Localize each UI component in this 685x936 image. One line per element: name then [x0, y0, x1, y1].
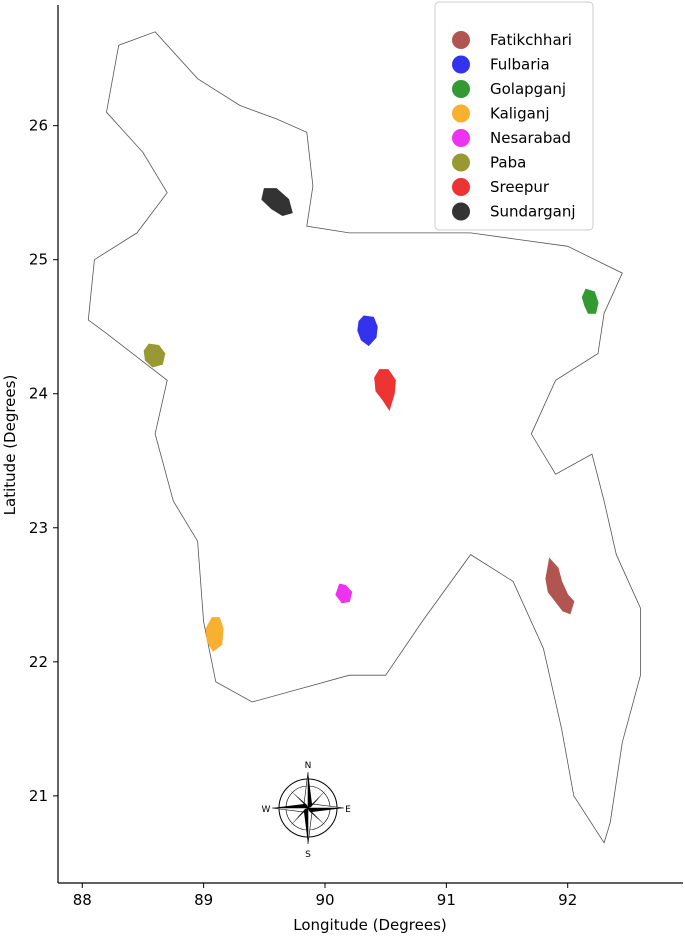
x-tick-label: 91	[437, 891, 456, 909]
upazila-shape-kaliganj	[205, 617, 224, 652]
compass-south-label: S	[305, 850, 311, 860]
upazila-layer	[143, 188, 599, 652]
legend-label-sundarganj: Sundarganj	[490, 203, 576, 221]
upazila-shape-fulbaria	[357, 315, 378, 347]
y-axis-label: Latitude (Degrees)	[1, 375, 19, 516]
legend-frame	[434, 1, 594, 231]
legend: Fatikchhari Fulbaria Golapganj Kaliganj Nesa…	[434, 1, 594, 231]
legend-marker-nesarabad	[452, 129, 470, 147]
upazila-shape-nesarabad	[335, 583, 353, 604]
y-tick-label: 23	[29, 519, 48, 537]
y-tick-label: 25	[29, 251, 48, 269]
upazila-shape-sreepur	[374, 369, 396, 411]
legend-marker-fulbaria	[452, 55, 470, 74]
y-tick-label: 26	[29, 117, 48, 135]
legend-label-kaliganj: Kaliganj	[490, 105, 550, 123]
legend-marker-fatikchhari	[452, 31, 470, 49]
compass-north-label: N	[305, 761, 312, 771]
legend-marker-sreepur	[452, 178, 470, 196]
x-tick-label: 90	[315, 891, 334, 909]
upazila-shape-sundarganj	[261, 188, 293, 217]
upazila-shape-golapganj	[581, 288, 599, 314]
legend-label-paba: Paba	[490, 154, 526, 172]
legend-label-fulbaria: Fulbaria	[490, 56, 550, 74]
x-tick-label: 92	[558, 891, 577, 909]
legend-marker-kaliganj	[452, 104, 470, 123]
x-tick-label: 88	[73, 891, 92, 909]
y-tick-label: 21	[29, 787, 48, 805]
legend-marker-golapganj	[452, 80, 470, 98]
x-tick-label: 89	[194, 891, 213, 909]
legend-label-fatikchhari: Fatikchhari	[490, 31, 572, 49]
legend-label-golapganj: Golapganj	[490, 80, 566, 98]
compass-star-icon	[271, 771, 345, 845]
country-outline-layer	[87, 31, 641, 844]
legend-label-sreepur: Sreepur	[490, 178, 550, 196]
compass-rose: N S E W	[262, 761, 352, 860]
y-ticks: 21 22 23 24 25 26	[29, 117, 58, 805]
x-ticks: 88 89 90 91 92	[73, 883, 577, 909]
legend-marker-paba	[452, 153, 470, 172]
legend-label-nesarabad: Nesarabad	[490, 129, 571, 147]
compass-east-label: E	[345, 805, 351, 815]
compass-west-label: W	[262, 805, 271, 815]
upazila-shape-paba	[143, 343, 166, 368]
y-tick-label: 24	[29, 385, 48, 403]
legend-marker-sundarganj	[452, 202, 470, 221]
country-outline	[87, 31, 641, 844]
y-tick-label: 22	[29, 653, 48, 671]
upazila-shape-fatikchhari	[545, 557, 575, 615]
x-axis-label: Longitude (Degrees)	[293, 916, 447, 934]
